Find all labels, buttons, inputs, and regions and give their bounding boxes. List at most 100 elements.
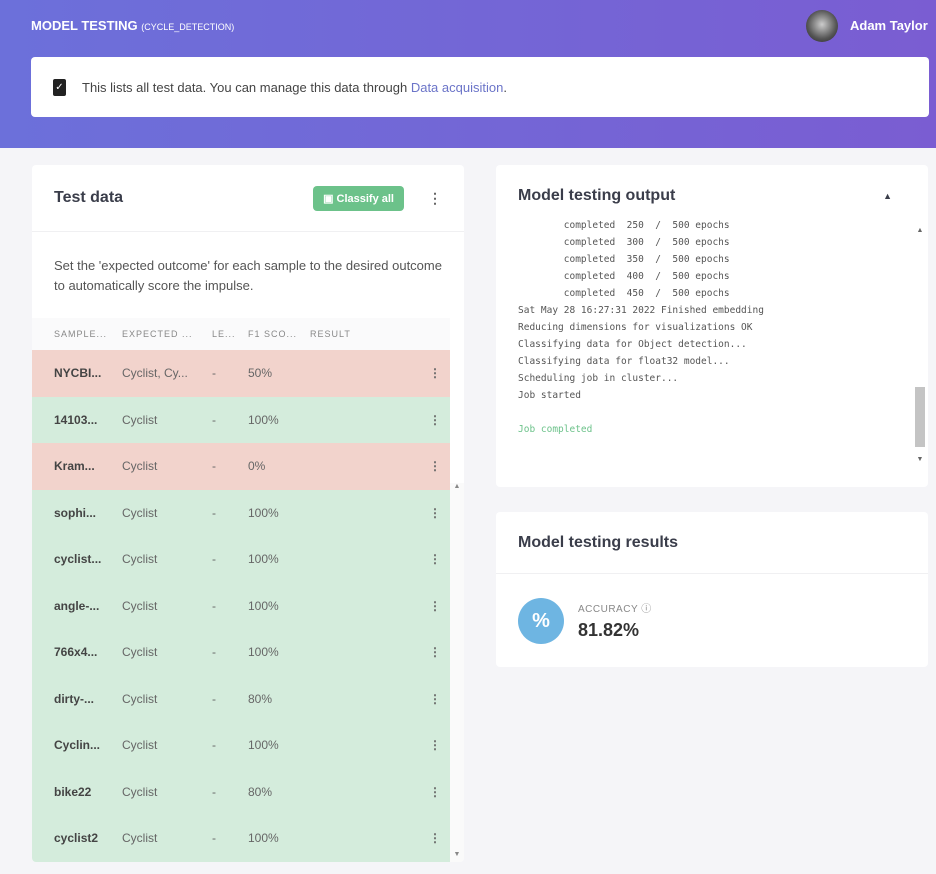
avatar[interactable] xyxy=(806,10,838,42)
description: Set the 'expected outcome' for each samp… xyxy=(54,258,442,293)
row-menu-icon[interactable]: ⋮ xyxy=(429,505,441,520)
accuracy-label: ACCURACY ⓘ xyxy=(578,604,652,615)
sample-name: angle-... xyxy=(54,598,100,613)
col-expected[interactable]: EXPECTED ... xyxy=(122,329,193,339)
percent-icon: % xyxy=(518,598,564,644)
length: - xyxy=(212,831,216,846)
row-menu-icon[interactable]: ⋮ xyxy=(429,784,441,799)
col-result[interactable]: RESULT xyxy=(310,329,351,339)
job-completed-text: Job completed xyxy=(518,424,593,435)
row-menu-icon[interactable]: ⋮ xyxy=(429,645,441,660)
table-header: SAMPLE... EXPECTED ... LE... F1 SCO... R… xyxy=(32,318,450,350)
f1-score: 0% xyxy=(248,459,266,474)
sample-name: 14103... xyxy=(54,412,98,427)
table-scrollbar[interactable]: ▲ ▼ xyxy=(450,483,464,862)
table-row[interactable]: 14103... Cyclist - 100% ⋮ xyxy=(32,396,450,443)
expected-outcome: Cyclist, Cy... xyxy=(122,366,188,381)
f1-score: 100% xyxy=(248,412,279,427)
table-row[interactable]: dirty-... Cyclist - 80% ⋮ xyxy=(32,675,450,722)
table-row[interactable]: cyclist2 Cyclist - 100% ⋮ xyxy=(32,815,450,862)
more-options-icon[interactable]: ⋮ xyxy=(428,189,442,206)
collapse-icon[interactable]: ▲ xyxy=(883,191,892,201)
table-row[interactable]: angle-... Cyclist - 100% ⋮ xyxy=(32,582,450,629)
expected-outcome: Cyclist xyxy=(122,598,158,613)
model-testing-output-card: Model testing output ▲ completed 250 / 5… xyxy=(496,165,928,487)
row-menu-icon[interactable]: ⋮ xyxy=(429,366,441,381)
f1-score: 100% xyxy=(248,738,279,753)
page-header: MODEL TESTING (CYCLE_DETECTION) Adam Tay… xyxy=(0,0,936,148)
f1-score: 80% xyxy=(248,784,273,799)
log-line: Sat May 28 16:27:31 2022 Finished embedd… xyxy=(518,305,764,316)
log-line: Scheduling job in cluster... xyxy=(518,373,679,384)
row-menu-icon[interactable]: ⋮ xyxy=(429,412,441,427)
page-title: MODEL TESTING (CYCLE_DETECTION) xyxy=(31,18,235,33)
log-line: Job started xyxy=(518,390,581,401)
length: - xyxy=(212,459,216,474)
card-title: Test data xyxy=(54,189,124,206)
length: - xyxy=(212,645,216,660)
sample-name: Kram... xyxy=(54,459,95,474)
classify-all-button[interactable]: ▣ Classify all xyxy=(313,185,404,211)
f1-score: 100% xyxy=(248,552,279,567)
sample-name: NYCBI... xyxy=(54,366,102,381)
expected-outcome: Cyclist xyxy=(122,552,158,567)
row-menu-icon[interactable]: ⋮ xyxy=(429,691,441,706)
length: - xyxy=(212,412,216,427)
log-line xyxy=(518,404,764,421)
length: - xyxy=(212,552,216,567)
data-acquisition-link[interactable]: Data acquisition xyxy=(410,79,504,95)
user-name[interactable]: Adam Taylor xyxy=(850,18,928,33)
sample-name: cyclist2 xyxy=(54,831,99,846)
f1-score: 100% xyxy=(248,598,279,613)
table-row[interactable]: Cyclin... Cyclist - 100% ⋮ xyxy=(32,722,450,769)
col-f1[interactable]: F1 SCO... xyxy=(248,329,298,339)
log-line: completed 350 / 500 epochs xyxy=(518,254,730,265)
log-line: Classifying data for Object detection... xyxy=(518,339,747,350)
model-testing-results-card: Model testing results % ACCURACY ⓘ 81.82… xyxy=(496,512,928,667)
col-sample[interactable]: SAMPLE... xyxy=(54,329,108,339)
f1-score: 100% xyxy=(248,645,279,660)
accuracy-value: 81.82% xyxy=(578,620,640,640)
card-title: Model testing output xyxy=(518,187,676,204)
row-menu-icon[interactable]: ⋮ xyxy=(429,598,441,613)
table-row[interactable]: bike22 Cyclist - 80% ⋮ xyxy=(32,768,450,815)
table-row[interactable]: Kram... Cyclist - 0% ⋮ xyxy=(32,443,450,490)
row-menu-icon[interactable]: ⋮ xyxy=(429,831,441,846)
info-text: This lists all test data. You can manage… xyxy=(82,79,507,95)
expected-outcome: Cyclist xyxy=(122,738,158,753)
row-menu-icon[interactable]: ⋮ xyxy=(429,552,441,567)
clipboard-check-icon: ✓ xyxy=(53,78,66,96)
log-line: completed 450 / 500 epochs xyxy=(518,288,730,299)
sample-name: Cyclin... xyxy=(54,738,101,753)
f1-score: 50% xyxy=(248,366,273,381)
table-row[interactable]: cyclist... Cyclist - 100% ⋮ xyxy=(32,536,450,583)
expected-outcome: Cyclist xyxy=(122,691,158,706)
log-output: completed 250 / 500 epochs completed 300… xyxy=(518,220,764,438)
table-row[interactable]: 766x4... Cyclist - 100% ⋮ xyxy=(32,629,450,676)
expected-outcome: Cyclist xyxy=(122,784,158,799)
f1-score: 80% xyxy=(248,691,273,706)
log-line: Classifying data for float32 model... xyxy=(518,356,730,367)
log-line: completed 400 / 500 epochs xyxy=(518,271,730,282)
f1-score: 100% xyxy=(248,505,279,520)
expected-outcome: Cyclist xyxy=(122,831,158,846)
table-row[interactable]: NYCBI... Cyclist, Cy... - 50% ⋮ xyxy=(32,350,450,397)
sample-name: bike22 xyxy=(54,784,92,799)
length: - xyxy=(212,784,216,799)
card-title: Model testing results xyxy=(518,533,679,551)
log-line: completed 300 / 500 epochs xyxy=(518,237,730,248)
sample-name: 766x4... xyxy=(54,645,98,660)
row-menu-icon[interactable]: ⋮ xyxy=(429,738,441,753)
row-menu-icon[interactable]: ⋮ xyxy=(429,459,441,474)
table-row[interactable]: sophi... Cyclist - 100% ⋮ xyxy=(32,489,450,536)
expected-outcome: Cyclist xyxy=(122,505,158,520)
log-line: Reducing dimensions for visualizations O… xyxy=(518,322,753,333)
length: - xyxy=(212,598,216,613)
col-length[interactable]: LE... xyxy=(212,329,236,339)
f1-score: 100% xyxy=(248,831,279,846)
length: - xyxy=(212,505,216,520)
length: - xyxy=(212,366,216,381)
expected-outcome: Cyclist xyxy=(122,412,158,427)
test-data-card: Test data ▣ Classify all ⋮ Set the 'expe… xyxy=(32,165,464,862)
log-scrollbar[interactable]: ▲ ▼ xyxy=(915,227,925,463)
